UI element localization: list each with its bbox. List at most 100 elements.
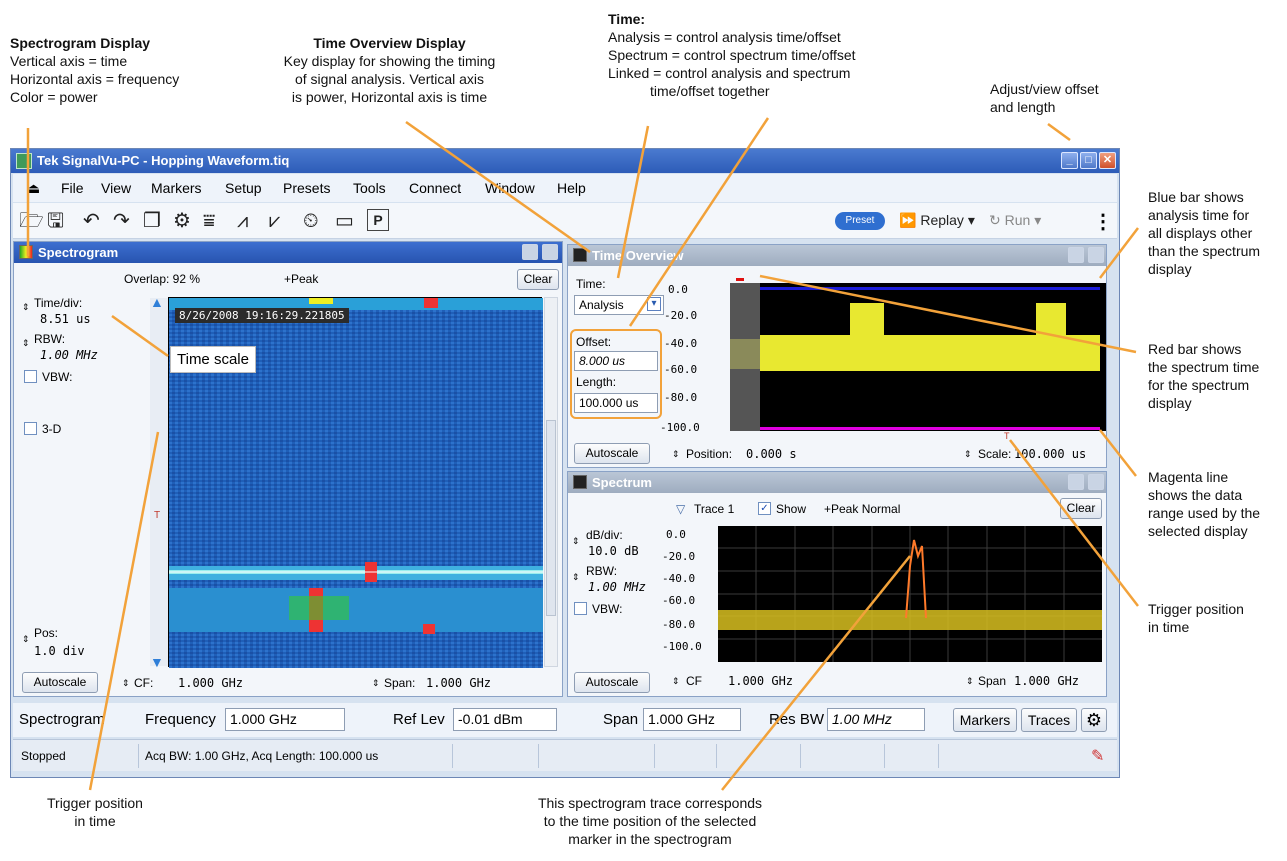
clear-button[interactable]: Clear [517,269,559,290]
trigger-marker: T [1004,431,1010,441]
menu-tools[interactable]: Tools [353,180,386,196]
menu-window[interactable]: Window [485,180,535,196]
menu-connect[interactable]: Connect [409,180,462,196]
menu-markers[interactable]: Markers [151,180,202,196]
spinner-icon[interactable]: ⇕ [122,678,130,688]
spinner-icon[interactable]: ⇕ [22,634,30,644]
amplitude-icon[interactable]: ⩸ [203,210,216,232]
settings-gear-icon[interactable]: ⚙ [173,210,191,232]
autoscale-button[interactable]: Autoscale [22,672,98,693]
trace-icon[interactable]: ⩘ [237,210,249,232]
menu-setup[interactable]: Setup [225,180,262,196]
menu-file[interactable]: File [61,180,84,196]
spinner-icon[interactable]: ⇕ [672,676,680,686]
span-value[interactable]: 1.000 GHz [426,676,492,690]
time-select[interactable]: Analysis ▾ [574,295,664,315]
trace-expand-icon[interactable]: ▽ [676,502,686,516]
vbw-checkbox[interactable] [24,370,37,383]
displays-icon[interactable]: ❐ [143,210,161,232]
rbw-value[interactable]: 1.00 MHz [588,580,646,594]
span-value[interactable]: 1.000 GHz [1014,674,1080,688]
clear-button[interactable]: Clear [1060,498,1102,519]
minimize-button[interactable]: _ [1061,152,1078,169]
preset-button[interactable]: Preset [835,212,885,230]
autoscale-button[interactable]: Autoscale [574,443,650,464]
scrollbar-thumb[interactable] [546,420,556,616]
offset-label: Offset: [576,335,612,349]
length-input[interactable]: 100.000 us [574,393,658,413]
spinner-icon[interactable]: ⇕ [572,536,580,546]
undo-icon[interactable]: ↶ [83,210,100,232]
spinner-icon[interactable]: ⇕ [964,449,972,459]
menu-presets[interactable]: Presets [283,180,331,196]
ref-lev-input[interactable]: -0.01 dBm [453,708,557,731]
spinner-icon[interactable]: ⇕ [572,572,580,582]
pane-close-button[interactable] [1088,474,1104,490]
annotation-line: Spectrum = control spectrum time/offset [608,47,856,63]
spectrogram-pane-title[interactable]: Spectrogram [14,242,562,263]
spinner-icon[interactable]: ⇕ [22,302,30,312]
position-value[interactable]: 0.000 s [746,447,797,461]
replay-button[interactable]: ⏩ Replay ▾ [899,212,975,229]
spectrum-plot[interactable] [718,526,1102,662]
3d-checkbox[interactable] [24,422,37,435]
spinner-icon[interactable]: ⇕ [22,338,30,348]
pos-value[interactable]: 1.0 div [34,644,85,658]
cf-value[interactable]: 1.000 GHz [178,676,244,690]
pane-maximize-button[interactable] [1068,247,1084,263]
spectrum-pane-title[interactable]: Spectrum [568,472,1106,493]
traces-button[interactable]: Traces [1021,708,1077,732]
rbw-value[interactable]: 1.00 MHz [40,348,98,362]
close-button[interactable]: ✕ [1099,152,1116,169]
run-label: Run [1004,212,1031,228]
time-overview-pane-title[interactable]: Time Overview [568,245,1106,266]
settings-gear-icon[interactable]: ⚙ [1081,708,1107,732]
annotation-time-overview: Time Overview Display Key display for sh… [262,34,517,106]
trace-label[interactable]: Trace 1 [694,502,735,516]
time-axis-bottom-arrow-icon[interactable]: ▼ [150,654,164,670]
menu-view[interactable]: View [101,180,132,196]
annotation-title: Time: [608,11,646,27]
annotation-time: Time: Analysis = control analysis time/o… [608,10,856,100]
pane-close-button[interactable] [542,244,558,260]
menu-help[interactable]: Help [557,180,586,196]
redo-icon[interactable]: ↷ [113,210,130,232]
markers-button[interactable]: Markers [953,708,1017,732]
app-menu-icon[interactable]: ⏏ [27,180,41,196]
position-label: Position: [686,447,733,461]
time-div-value[interactable]: 8.51 us [40,312,91,326]
save-icon[interactable]: 🖫 [47,210,65,232]
frequency-input[interactable]: 1.000 GHz [225,708,345,731]
run-button[interactable]: ↻ Run ▾ [989,212,1041,229]
annotation-line: Red bar shows [1148,341,1242,357]
time-axis-top-arrow-icon[interactable]: ▲ [150,294,164,310]
trigger-icon[interactable]: ⩗ [269,210,281,232]
db-div-value[interactable]: 10.0 dB [588,544,639,558]
vbw-checkbox[interactable] [574,602,587,615]
more-options-icon[interactable]: ⋮ [1093,211,1113,233]
frequency-label: Frequency [145,711,216,728]
pane-maximize-button[interactable] [522,244,538,260]
span-input[interactable]: 1.000 GHz [643,708,741,731]
connection-status-icon[interactable]: ✎ [1091,748,1105,765]
scale-value[interactable]: 100.000 us [1014,447,1087,461]
time-axis-strip[interactable] [150,298,168,666]
spinner-icon[interactable]: ⇕ [672,449,680,459]
maximize-button[interactable]: □ [1080,152,1097,169]
res-bw-input[interactable]: 1.00 MHz [827,708,925,731]
pane-close-button[interactable] [1088,247,1104,263]
open-folder-icon[interactable]: 🗁 [19,210,44,232]
autoscale-button[interactable]: Autoscale [574,672,650,693]
preset-p-icon[interactable]: P [367,209,389,231]
offset-input[interactable]: 8.000 us [574,351,658,371]
spinner-icon[interactable]: ⇕ [966,676,974,686]
pane-maximize-button[interactable] [1068,474,1084,490]
time-overview-plot[interactable] [730,283,1106,431]
cf-value[interactable]: 1.000 GHz [728,674,794,688]
acquire-icon[interactable]: ⏲ [303,210,319,232]
annotation-line: Key display for showing the timing [283,53,496,69]
record-video-icon[interactable]: ▭ [335,210,354,232]
show-checkbox[interactable]: ✓ [758,502,771,515]
window-titlebar[interactable]: Tek SignalVu-PC - Hopping Waveform.tiq _… [11,149,1119,173]
spinner-icon[interactable]: ⇕ [372,678,380,688]
